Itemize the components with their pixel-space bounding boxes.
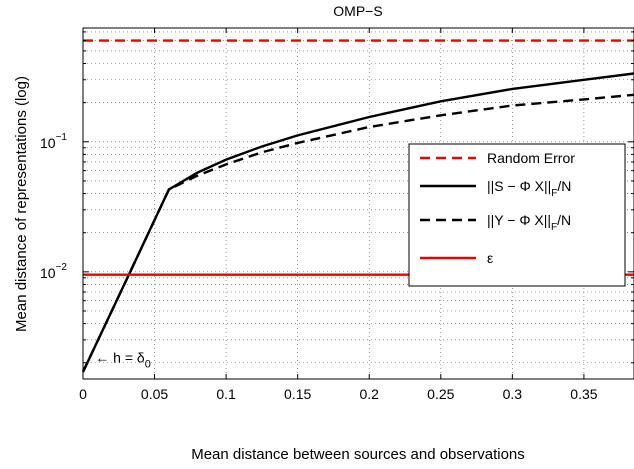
x-tick-label: 0 xyxy=(79,386,87,402)
x-tick-label: 0.2 xyxy=(359,386,379,402)
series-line-3 xyxy=(81,93,634,373)
annotation-text: ← h = δ0 xyxy=(95,349,151,370)
annotation: ← h = δ0 xyxy=(95,349,151,370)
legend-label: ε xyxy=(487,250,493,266)
legend: Random Error ||S − Φ X||F/N ||Y − Φ X||F/N… xyxy=(408,143,626,287)
x-tick-label: 0.25 xyxy=(427,386,454,402)
legend-label: Random Error xyxy=(487,150,575,166)
plot-frame xyxy=(82,27,634,380)
y-tick-label: 10−1 xyxy=(40,132,67,151)
x-tick-label: 0.15 xyxy=(284,386,311,402)
y-axis-label: Mean distance of representations (log) xyxy=(13,76,30,332)
legend-label: ||Y − Φ X||F/N xyxy=(487,212,571,233)
x-tick-label: 0.3 xyxy=(503,386,523,402)
y-tick-label: 10−2 xyxy=(40,262,67,281)
x-tick-label: 0.05 xyxy=(141,386,168,402)
x-ticks: 0 0.05 0.1 0.15 0.2 0.25 0.3 0.35 xyxy=(79,28,598,402)
legend-label: ||S − Φ X||F/N xyxy=(487,178,571,199)
x-tick-label: 0.1 xyxy=(216,386,236,402)
x-axis-label: Mean distance between sources and observ… xyxy=(191,446,525,463)
legend-box xyxy=(408,143,626,287)
chart-title: OMP−S xyxy=(333,3,382,19)
x-tick-label: 0.35 xyxy=(570,386,597,402)
